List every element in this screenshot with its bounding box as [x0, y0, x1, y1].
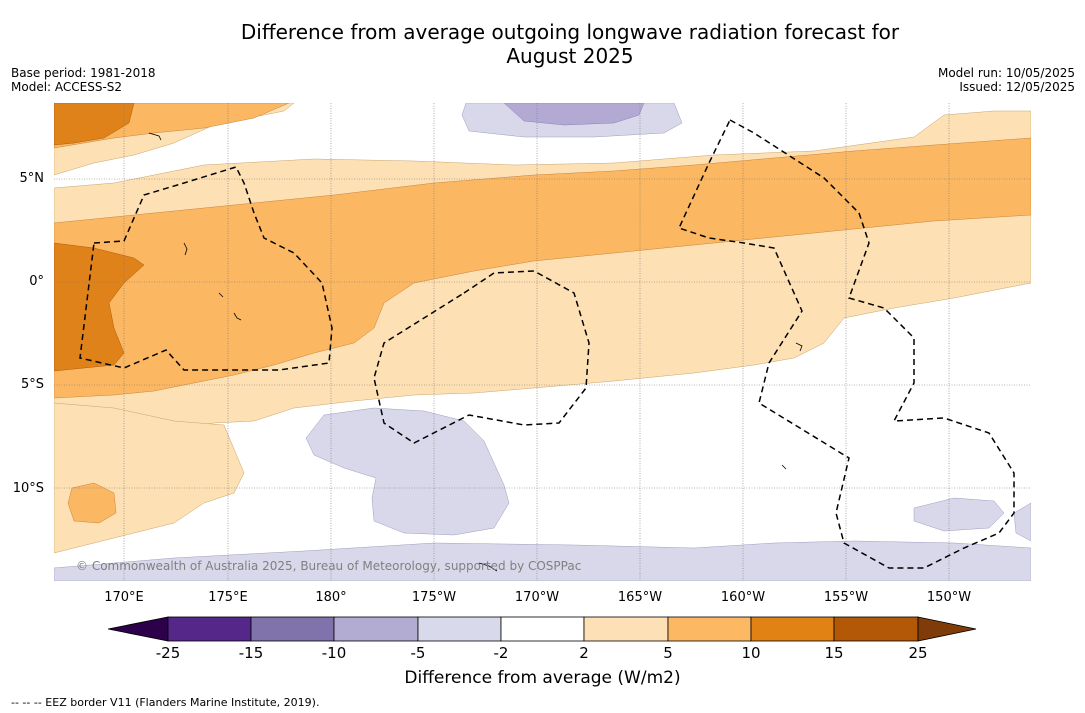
eez-border-west: [79, 166, 333, 371]
colorbar-tick-2: -15: [238, 644, 264, 662]
colorbar-seg-1: [167, 616, 252, 642]
colorbar-seg-5: [500, 616, 585, 642]
contour-neg-5-10: [503, 103, 645, 126]
eez-borders: [79, 118, 1015, 569]
colorbar-tick-9: 15: [824, 644, 844, 662]
map-panel: [54, 103, 1031, 581]
colorbar-arrow-left: [108, 616, 169, 642]
islands: [148, 132, 803, 572]
meta-right: Model run: 10/05/2025 Issued: 12/05/2025: [938, 66, 1075, 94]
lon-label-180: 180°: [315, 590, 347, 605]
lon-label-155w: 155°W: [823, 590, 869, 605]
contour-neg-2-5-central: [305, 407, 510, 536]
contour-pos-10-15-nw: [54, 103, 135, 146]
gridlines: [54, 103, 1031, 581]
meta-left: Base period: 1981-2018 Model: ACCESS-S2: [11, 66, 156, 94]
model-run: Model run: 10/05/2025: [937, 66, 1075, 80]
contour-neg-2-5-east: [913, 497, 1005, 532]
colorbar-arrow-right: [917, 616, 977, 642]
lon-label-175w: 175°W: [411, 590, 457, 605]
page-title: Difference from average outgoing longwav…: [200, 20, 940, 68]
colorbar-tick-4: -5: [410, 644, 426, 662]
contour-neg-2-5-south: [54, 540, 1031, 581]
colorbar-seg-7: [667, 616, 752, 642]
lon-label-170w: 170°W: [514, 590, 560, 605]
colorbar-tick-10: 25: [908, 644, 928, 662]
legend-title: Difference from average (W/m2): [404, 668, 681, 688]
colorbar-tick-8: 10: [741, 644, 761, 662]
contour-pos-10-15-w: [54, 242, 145, 372]
colorbar-tick-5: -2: [493, 644, 509, 662]
base-period: Base period: 1981-2018: [11, 66, 156, 80]
colorbar-tick-3: -10: [321, 644, 347, 662]
colorbar-seg-2: [250, 616, 335, 642]
lon-label-160w: 160°W: [720, 590, 766, 605]
issued-date: Issued: 12/05/2025: [959, 80, 1075, 94]
lon-label-150w: 150°W: [926, 590, 972, 605]
eez-border-east: [677, 118, 1015, 569]
colorbar-tick-1: -25: [155, 644, 181, 662]
contour-neg-2-5-edge: [1013, 502, 1031, 542]
lat-label-5n: 5°N: [19, 171, 45, 186]
eez-footnote: -- -- -- EEZ border V11 (Flanders Marine…: [11, 696, 320, 709]
eez-border-central: [373, 270, 590, 444]
lat-label-10s: 10°S: [12, 481, 44, 496]
colorbar-seg-6: [583, 616, 669, 642]
title-line-1: Difference from average outgoing longwav…: [240, 20, 900, 44]
contour-pos-5-10-sw: [67, 482, 117, 524]
copyright-notice: © Commonwealth of Australia 2025, Bureau…: [76, 559, 582, 573]
colorbar-tick-6: 2: [579, 644, 589, 662]
colorbar-seg-9: [833, 616, 919, 642]
colorbar-seg-4: [417, 616, 502, 642]
lon-label-165w: 165°W: [617, 590, 663, 605]
colorbar-tick-7: 5: [663, 644, 673, 662]
lon-label-175e: 175°E: [208, 590, 248, 605]
lon-label-170e: 170°E: [104, 590, 144, 605]
lat-label-5s: 5°S: [20, 377, 44, 392]
model-name: Model: ACCESS-S2: [11, 80, 123, 94]
title-line-2: August 2025: [506, 44, 634, 68]
colorbar-seg-8: [750, 616, 835, 642]
anomaly-map: [54, 103, 1031, 581]
colorbar-seg-3: [333, 616, 419, 642]
lat-label-0: 0°: [29, 274, 44, 289]
colorbar: [108, 616, 977, 642]
